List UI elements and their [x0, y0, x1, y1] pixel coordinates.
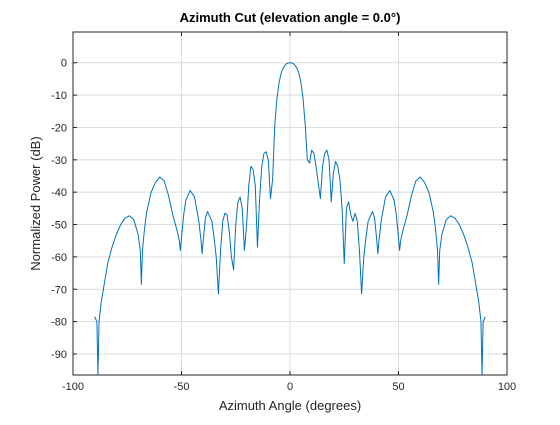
- ticks: -100 -50 0 50 100 0 -10 -20 -30 -40 -50 -60 -70 -80 -9…: [51, 32, 516, 393]
- plot-lines: [94, 62, 486, 376]
- y-tick-label: -70: [51, 284, 67, 296]
- y-tick-label: -10: [51, 90, 67, 102]
- y-tick-label: -90: [51, 349, 67, 361]
- y-tick-label: -80: [51, 317, 67, 329]
- x-tick-label: 50: [392, 381, 404, 393]
- y-tick-label: -60: [51, 252, 67, 264]
- chart-title: Azimuth Cut (elevation angle = 0.0°): [180, 10, 401, 25]
- x-tick-label: 100: [498, 381, 516, 393]
- x-tick-label: 0: [287, 381, 293, 393]
- y-tick-label: -40: [51, 187, 67, 199]
- x-tick-label: -50: [174, 381, 190, 393]
- grid: [72, 32, 508, 375]
- series-line: [94, 62, 486, 376]
- y-tick-label: 0: [61, 58, 67, 70]
- y-tick-label: -30: [51, 155, 67, 167]
- x-axis-label: Azimuth Angle (degrees): [219, 398, 361, 413]
- y-axis-label: Normalized Power (dB): [28, 136, 43, 270]
- y-tick-label: -50: [51, 220, 67, 232]
- y-tick-label: -20: [51, 122, 67, 134]
- x-tick-label: -100: [62, 381, 84, 393]
